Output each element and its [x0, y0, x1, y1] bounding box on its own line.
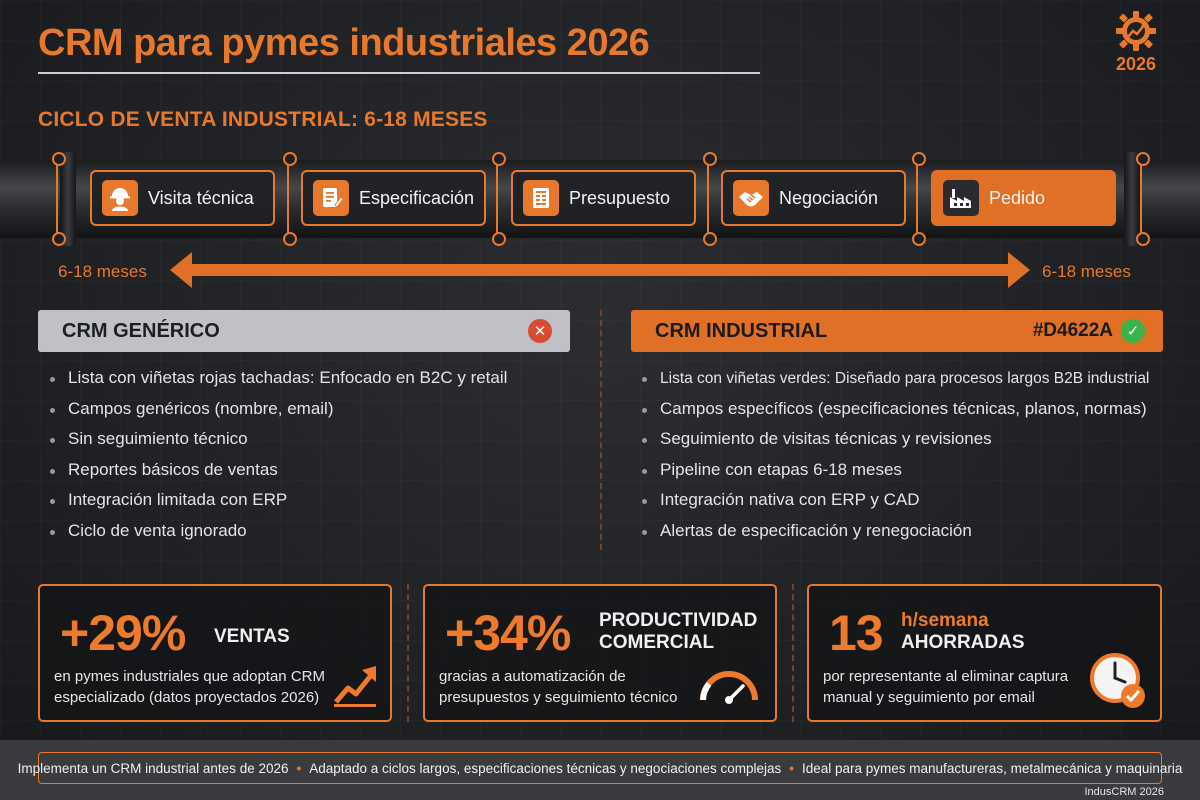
stage-visita-tecnica: Visita técnica [90, 170, 275, 226]
pipe-flange [1124, 152, 1140, 246]
list-item: Reportes básicos de ventas [48, 460, 507, 491]
stage-label: Especificación [359, 187, 475, 208]
list-item: Campos genéricos (nombre, email) [48, 399, 507, 430]
list-item: Seguimiento de visitas técnicas y revisi… [640, 429, 1149, 460]
stage-presupuesto: Presupuesto [511, 170, 696, 226]
stage-marker [1136, 152, 1150, 246]
logo-year: 2026 [1115, 54, 1157, 74]
stage-especificacion: Especificación [301, 170, 486, 226]
footer-band [0, 740, 1200, 800]
card-divider [407, 584, 409, 722]
factory-icon [943, 180, 979, 216]
generic-crm-heading: CRM GENÉRICO [62, 319, 220, 342]
duration-left: 6-18 meses [58, 262, 147, 281]
list-item: Sin seguimiento técnico [48, 429, 507, 460]
list-item: Alertas de especificación y renegociació… [640, 521, 1149, 552]
list-item: Lista con viñetas rojas tachadas: Enfoca… [48, 368, 507, 399]
pipe-flange [60, 152, 76, 246]
stage-label: Negociación [779, 187, 879, 208]
stat-card-sales: +29% VENTAS en pymes industriales que ad… [38, 584, 392, 722]
stage-marker [703, 152, 717, 246]
generic-crm-list: Lista con viñetas rojas tachadas: Enfoca… [48, 368, 507, 551]
gear-growth-icon [1116, 11, 1156, 51]
list-item: Integración limitada con ERP [48, 490, 507, 521]
industrial-crm-heading: CRM INDUSTRIAL [655, 319, 828, 342]
list-item: Ciclo de venta ignorado [48, 521, 507, 552]
stat-description: en pymes industriales que adoptan CRM es… [54, 668, 325, 706]
stage-label: Pedido [989, 187, 1046, 208]
stat-description: por representante al eliminar captura ma… [823, 668, 1069, 706]
stat-description: gracias a automatización de presupuestos… [439, 668, 678, 706]
footer-item: Adaptado a ciclos largos, especificacion… [309, 760, 782, 776]
growth-chart-icon [334, 666, 376, 707]
stat-card-time-saved: 13 h/semana AHORRADAS por representante … [807, 584, 1162, 722]
spec-document-icon [313, 180, 349, 216]
column-divider [600, 310, 602, 550]
budget-document-icon [523, 180, 559, 216]
sales-cycle-title: CICLO DE VENTA INDUSTRIAL: 6-18 MESES [38, 108, 488, 131]
page-title: CRM para pymes industriales 2026 [38, 22, 650, 64]
footer-item: Implementa un CRM industrial antes de 20… [17, 760, 289, 776]
brand-logo: 2026 [1108, 10, 1164, 75]
stat-label: VENTAS [214, 626, 290, 647]
card-divider [792, 584, 794, 722]
list-item: Lista con viñetas verdes: Diseñado para … [640, 368, 1149, 399]
brand-name: IndusCRM 2026 [1084, 786, 1165, 798]
list-item: Integración nativa con ERP y CAD [640, 490, 1149, 521]
stage-label: Visita técnica [148, 187, 254, 208]
stat-label: PRODUCTIVIDAD COMERCIAL [599, 610, 758, 653]
industrial-crm-header: CRM INDUSTRIAL #D4622A ✓ [631, 310, 1163, 352]
handshake-icon [733, 180, 769, 216]
duration-right: 6-18 meses [1042, 262, 1131, 281]
stage-marker [912, 152, 926, 246]
stage-pedido: Pedido [931, 170, 1116, 226]
check-circle-icon: ✓ [1121, 319, 1145, 343]
stage-marker [52, 152, 66, 246]
stage-marker [492, 152, 506, 246]
generic-crm-header: CRM GENÉRICO ✕ [38, 310, 570, 352]
list-item: Campos específicos (especificaciones téc… [640, 399, 1149, 430]
speedometer-icon [700, 671, 758, 704]
color-code: #D4622A [1032, 320, 1113, 341]
stage-negociacion: Negociación [721, 170, 906, 226]
footer-item: Ideal para pymes manufactureras, metalme… [801, 760, 1183, 776]
duration-arrow [170, 252, 1030, 288]
title-underline [38, 72, 760, 74]
stage-label: Presupuesto [569, 187, 671, 208]
stat-card-productivity: +34% PRODUCTIVIDAD COMERCIAL gracias a a… [423, 584, 777, 722]
footer-banner: Implementa un CRM industrial antes de 20… [18, 752, 1182, 784]
stat-label: h/semana AHORRADAS [901, 610, 1025, 653]
stat-value: +34% [445, 605, 571, 661]
clock-check-icon [1090, 653, 1145, 708]
industrial-crm-list: Lista con viñetas verdes: Diseñado para … [640, 368, 1149, 551]
list-item: Pipeline con etapas 6-18 meses [640, 460, 1149, 491]
stat-value: 13 [829, 605, 884, 661]
stat-value: +29% [60, 605, 186, 661]
x-circle-icon: ✕ [528, 319, 552, 343]
worker-helmet-icon [102, 180, 138, 216]
stage-marker [283, 152, 297, 246]
